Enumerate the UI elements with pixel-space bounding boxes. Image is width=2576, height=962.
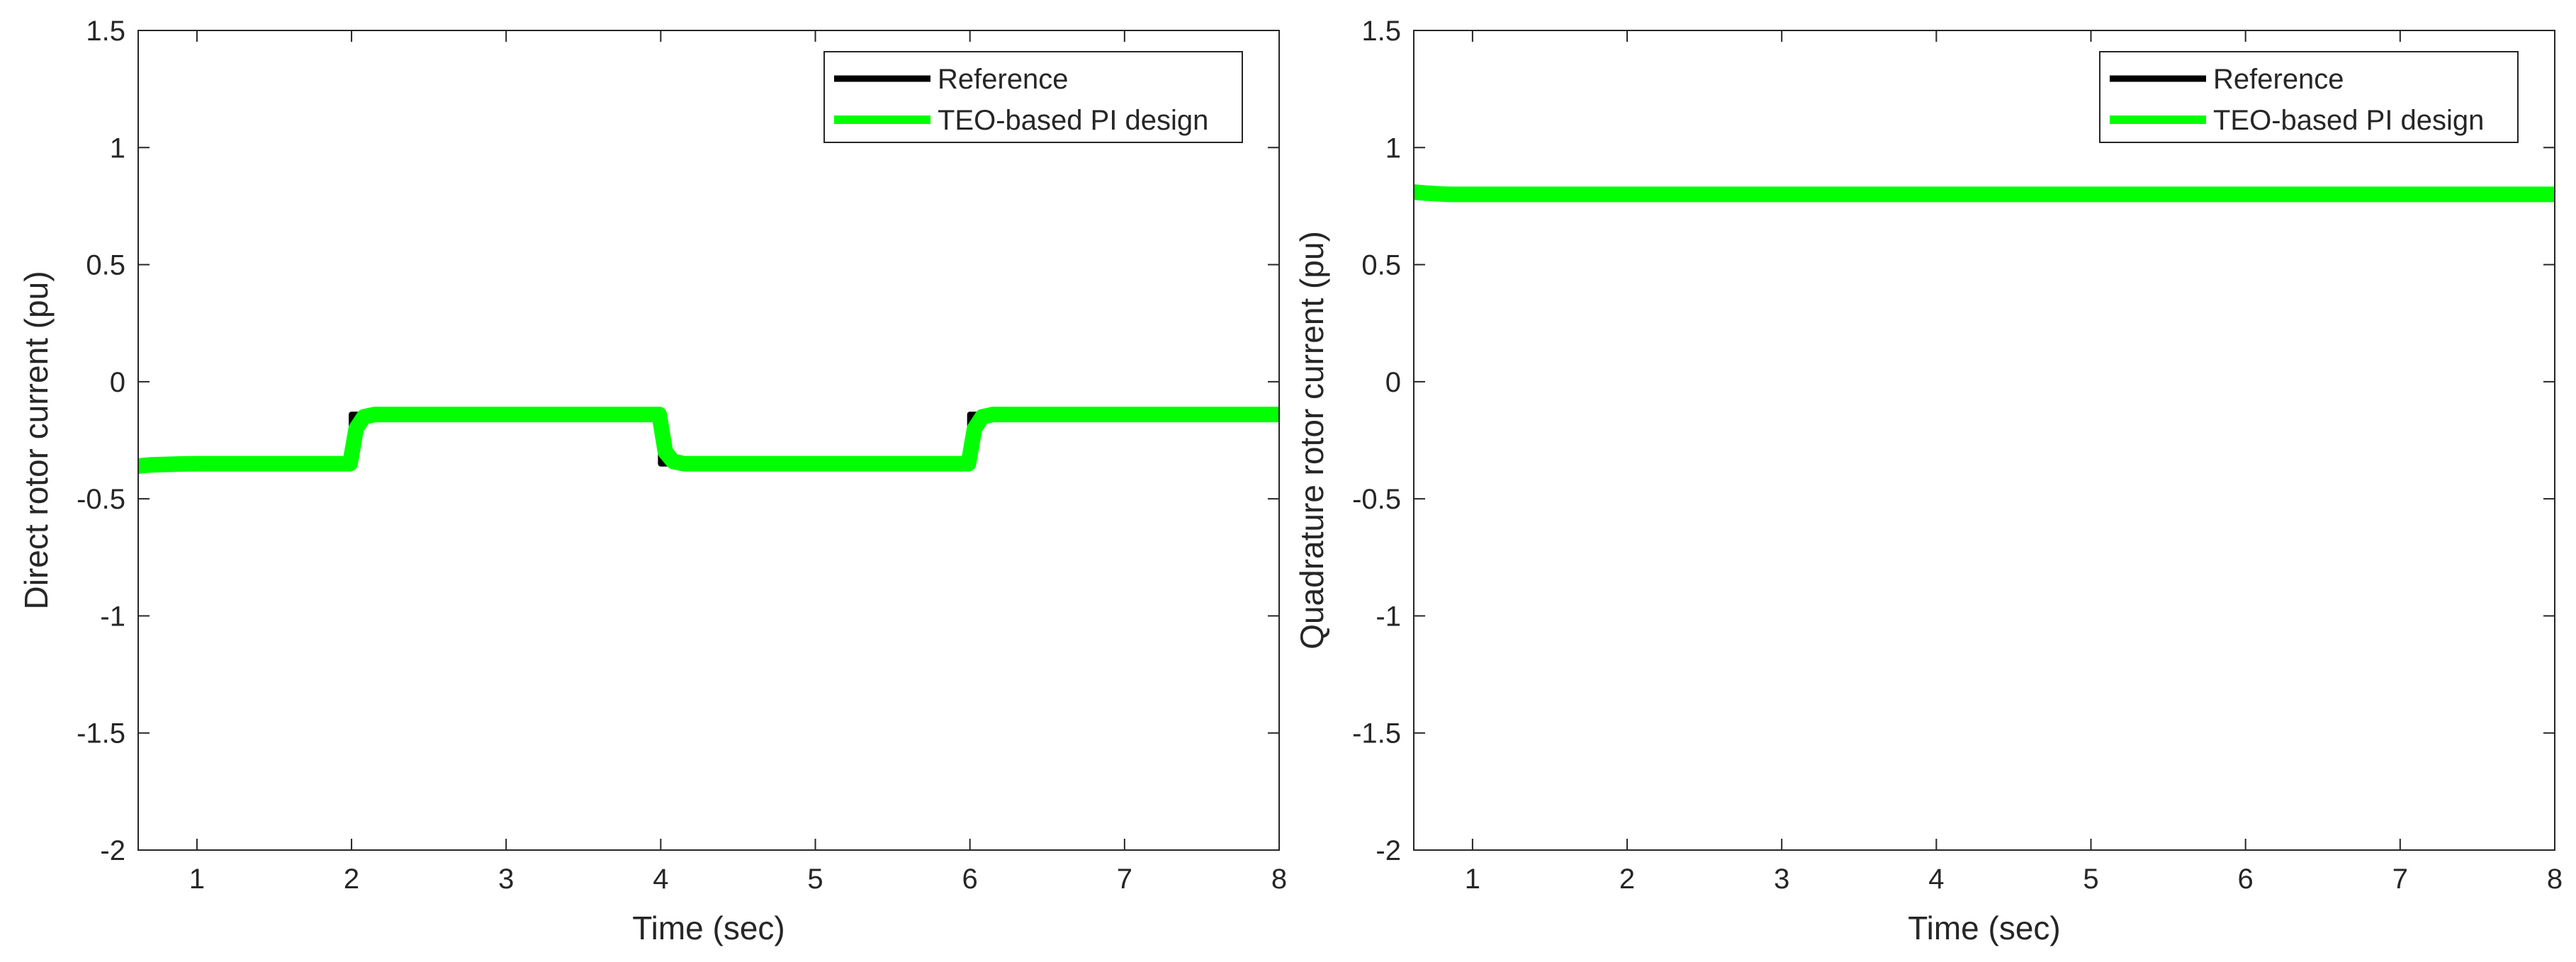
x-tick-label: 5 — [2083, 864, 2098, 895]
x-axis-label: Time (sec) — [632, 910, 785, 946]
x-tick-label: 3 — [498, 864, 514, 895]
series-group — [1414, 184, 2555, 203]
legend-label: TEO-based PI design — [2213, 105, 2484, 136]
legend-label: Reference — [2213, 64, 2344, 95]
y-tick-label: -1.5 — [77, 718, 125, 749]
y-tick-label: -1.5 — [1352, 718, 1401, 749]
x-tick-label: 8 — [1271, 864, 1287, 895]
axes-box — [1413, 30, 2555, 851]
x-tick-label: 1 — [189, 864, 205, 895]
legend-label: Reference — [938, 64, 1069, 95]
legend-label: TEO-based PI design — [938, 105, 1208, 136]
legend-box — [823, 51, 1243, 143]
x-tick-label: 8 — [2547, 864, 2563, 895]
plot-area — [138, 30, 1279, 850]
y-tick-label: -2 — [100, 835, 125, 866]
x-tick-label: 6 — [962, 864, 978, 895]
legend: Reference TEO-based PI design — [2099, 51, 2519, 143]
x-tick-label: 1 — [1465, 864, 1480, 895]
x-tick-label: 4 — [653, 864, 668, 895]
series-group — [138, 407, 1279, 474]
axes-box — [137, 30, 1280, 851]
x-tick-label: 4 — [1928, 864, 1944, 895]
legend: Reference TEO-based PI design — [823, 51, 1243, 143]
y-tick-label: 1 — [1385, 132, 1401, 164]
y-tick-label: -0.5 — [1352, 484, 1401, 515]
x-tick-label: 7 — [1117, 864, 1132, 895]
legend-box — [2099, 51, 2519, 143]
x-tick-label: 2 — [344, 864, 359, 895]
y-tick-label: -1 — [100, 601, 125, 632]
y-tick-label: 0.5 — [1361, 250, 1401, 281]
chart-panel-2: 1 2 3 4 5 6 7 8 1.5 1 0.5 0 -0.5 -1 -1.5 -2 Time (sec) Qu… — [1293, 16, 2563, 946]
x-tick-label: 3 — [1774, 864, 1789, 895]
y-tick-label: 1.5 — [1361, 16, 1401, 47]
x-tick-label: 7 — [2392, 864, 2408, 895]
y-tick-label: 0 — [1385, 367, 1401, 398]
x-tick-label: 2 — [1619, 864, 1635, 895]
plot-area — [1414, 30, 2555, 850]
y-tick-label: 0 — [110, 367, 125, 398]
x-axis-label: Time (sec) — [1908, 910, 2061, 946]
y-tick-label: 1.5 — [86, 16, 125, 47]
y-axis-label: Quadrature rotor current (pu) — [1293, 231, 1330, 650]
y-axis-label: Direct rotor current (pu) — [18, 271, 55, 609]
x-tick-label: 5 — [807, 864, 823, 895]
series-line-2 — [138, 407, 1279, 474]
x-tick-label: 6 — [2238, 864, 2254, 895]
y-tick-label: -0.5 — [77, 484, 125, 515]
y-tick-label: -1 — [1376, 601, 1401, 632]
chart-panel-1: 1 2 3 4 5 6 7 8 1.5 1 0.5 0 -0.5 -1 -1.5 -2 Time (sec) Di… — [18, 16, 1287, 946]
y-tick-label: -2 — [1376, 835, 1401, 866]
series-line-2 — [1414, 184, 2555, 203]
y-tick-label: 0.5 — [86, 250, 125, 281]
y-tick-label: 1 — [110, 132, 125, 164]
